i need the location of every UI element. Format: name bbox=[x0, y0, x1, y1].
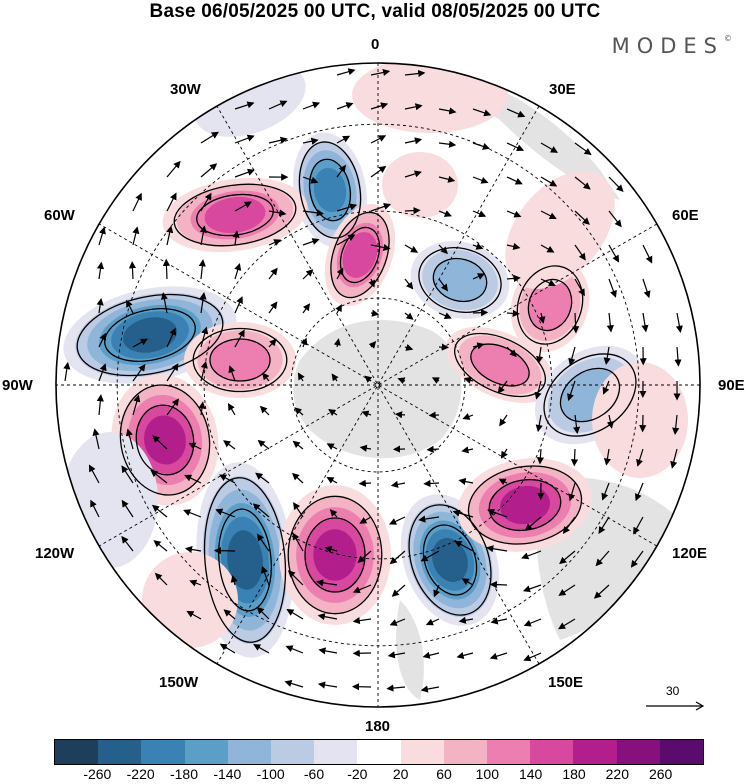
colorbar-tick-label: -60 bbox=[304, 766, 324, 782]
colorbar-swatch bbox=[357, 740, 400, 764]
lon-label-30e: 30E bbox=[549, 81, 576, 99]
anomaly-shade bbox=[352, 57, 508, 133]
colorbar-tick-label: 60 bbox=[436, 766, 452, 782]
anomaly-shade bbox=[313, 529, 356, 580]
lon-label-150e: 150E bbox=[548, 674, 583, 692]
wind-vector bbox=[360, 483, 371, 484]
colorbar-swatch bbox=[617, 740, 660, 764]
lon-label-120w: 120W bbox=[35, 545, 74, 563]
colorbar-swatch bbox=[530, 740, 573, 764]
colorbar bbox=[54, 739, 704, 765]
wind-vector bbox=[507, 313, 519, 314]
wind-vector bbox=[491, 584, 507, 585]
colorbar-tick-label: 140 bbox=[519, 766, 542, 782]
wind-vector bbox=[574, 449, 575, 465]
colorbar-swatch bbox=[573, 740, 616, 764]
colorbar-ticks: -260 -220 -180 -140 -100 -60 -20 20 60 100 140 180 2… bbox=[0, 766, 750, 784]
wind-vector bbox=[405, 210, 419, 211]
colorbar-tick-label: -100 bbox=[257, 766, 285, 782]
colorbar-tick-label: 260 bbox=[649, 766, 672, 782]
colorbar-swatch bbox=[444, 740, 487, 764]
colorbar-tick-label: -220 bbox=[127, 766, 155, 782]
lon-label-120e: 120E bbox=[672, 545, 707, 563]
colorbar-tick-label: -180 bbox=[170, 766, 198, 782]
wind-vector bbox=[132, 262, 133, 279]
wind-vector bbox=[428, 449, 439, 450]
lon-label-150w: 150W bbox=[159, 674, 198, 692]
colorbar-tick-label: -260 bbox=[83, 766, 111, 782]
lon-label-90w: 90W bbox=[2, 377, 33, 395]
colorbar-swatch bbox=[141, 740, 184, 764]
colorbar-swatch bbox=[55, 740, 98, 764]
colorbar-swatch bbox=[185, 740, 228, 764]
wind-vector bbox=[473, 312, 487, 313]
colorbar-tick-label: -20 bbox=[347, 766, 367, 782]
colorbar-tick-label: 220 bbox=[606, 766, 629, 782]
colorbar-swatch bbox=[228, 740, 271, 764]
lon-label-60w: 60W bbox=[44, 207, 75, 225]
wind-vector bbox=[425, 483, 439, 484]
colorbar-tick-label: -140 bbox=[213, 766, 241, 782]
colorbar-tick-label: 180 bbox=[562, 766, 585, 782]
colorbar-swatch bbox=[314, 740, 357, 764]
colorbar-swatch bbox=[401, 740, 444, 764]
wind-vector bbox=[215, 550, 235, 551]
lon-label-180: 180 bbox=[365, 718, 390, 736]
reference-vector-arrow bbox=[644, 684, 706, 714]
lon-label-30w: 30W bbox=[170, 81, 201, 99]
colorbar-swatch bbox=[660, 740, 703, 764]
colorbar-swatch bbox=[98, 740, 141, 764]
colorbar-swatch bbox=[487, 740, 530, 764]
colorbar-tick-label: 100 bbox=[476, 766, 499, 782]
lon-label-0: 0 bbox=[371, 36, 379, 54]
colorbar-tick-label: 20 bbox=[393, 766, 409, 782]
wind-vector bbox=[166, 260, 167, 279]
lon-label-90e: 90E bbox=[718, 377, 745, 395]
colorbar-swatch bbox=[271, 740, 314, 764]
lon-label-60e: 60E bbox=[672, 207, 699, 225]
anomaly-shade bbox=[382, 152, 458, 218]
polar-stereographic-map bbox=[0, 0, 750, 740]
